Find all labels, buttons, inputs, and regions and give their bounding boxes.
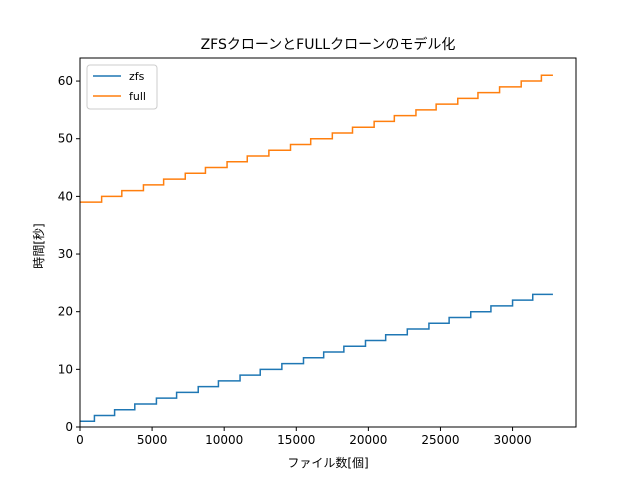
legend: zfs full: [86, 64, 158, 110]
x-tick-label: 20000: [349, 433, 387, 447]
y-tick-label: 40: [58, 189, 73, 203]
y-ticks: 0 10 20 30 40 50 60: [58, 74, 80, 434]
chart-title: ZFSクローンとFULLクローンのモデル化: [201, 36, 456, 53]
x-tick-label: 30000: [493, 433, 531, 447]
x-ticks: 0 5000 10000 15000 20000 25000 30000: [76, 427, 532, 447]
y-tick-label: 0: [65, 420, 73, 434]
x-tick-label: 15000: [277, 433, 315, 447]
y-tick-label: 20: [58, 305, 73, 319]
y-tick-label: 30: [58, 247, 73, 261]
legend-label-zfs: zfs: [129, 70, 145, 83]
legend-box: [86, 64, 158, 110]
x-tick-label: 0: [76, 433, 84, 447]
y-tick-label: 10: [58, 362, 73, 376]
y-axis-label: 時間[秒]: [32, 223, 46, 268]
y-tick-label: 60: [58, 74, 73, 88]
plot-frame: [79, 57, 577, 428]
x-tick-label: 25000: [421, 433, 459, 447]
x-axis-label: ファイル数[個]: [287, 455, 368, 470]
y-tick-label: 50: [58, 132, 73, 146]
x-tick-label: 10000: [205, 433, 243, 447]
legend-label-full: full: [129, 90, 146, 103]
series-line-full: [80, 74, 553, 203]
series-line-zfs: [80, 293, 553, 422]
series-layer: [80, 74, 553, 422]
x-tick-label: 5000: [137, 433, 168, 447]
